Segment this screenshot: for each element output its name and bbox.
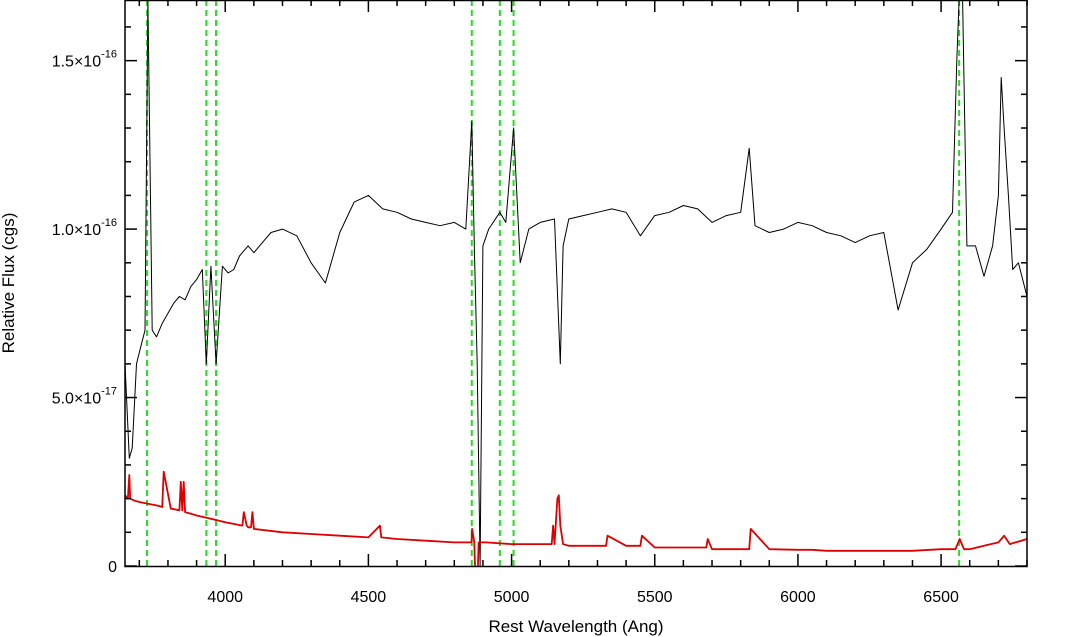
axis-ticks	[125, 0, 1028, 567]
x-tick-labels: 4000 4500 5000 5500 6000 6500	[207, 589, 959, 606]
x-tick-label: 5000	[494, 589, 530, 606]
y-tick-label: 1.0×10-16	[52, 217, 117, 239]
y-tick-exponent: -16	[101, 49, 117, 61]
spectrum-series	[125, 0, 1027, 566]
x-axis-title: Rest Wavelength (Ang)	[488, 617, 663, 636]
y-tick-exponent: -17	[101, 386, 117, 398]
x-tick-label: 5500	[637, 589, 673, 606]
y-tick-exponent: -16	[101, 217, 117, 229]
spectrum-line-1	[125, 0, 1027, 566]
emission-line-markers	[146, 0, 961, 566]
x-tick-label: 6000	[780, 589, 816, 606]
spectrum-line-2	[125, 470, 1027, 566]
plot-frame	[124, 0, 1028, 568]
y-tick-labels: 0 5.0×10-17 1.0×10-16 1.5×10-16	[52, 49, 117, 576]
y-tick-label: 0	[108, 559, 117, 576]
x-tick-label: 6500	[923, 589, 959, 606]
y-axis-title: Relative Flux (cgs)	[0, 213, 18, 354]
x-tick-label: 4500	[351, 589, 387, 606]
y-tick-label: 1.5×10-16	[52, 49, 117, 71]
y-tick-label: 5.0×10-17	[52, 386, 117, 408]
x-tick-label: 4000	[207, 589, 243, 606]
